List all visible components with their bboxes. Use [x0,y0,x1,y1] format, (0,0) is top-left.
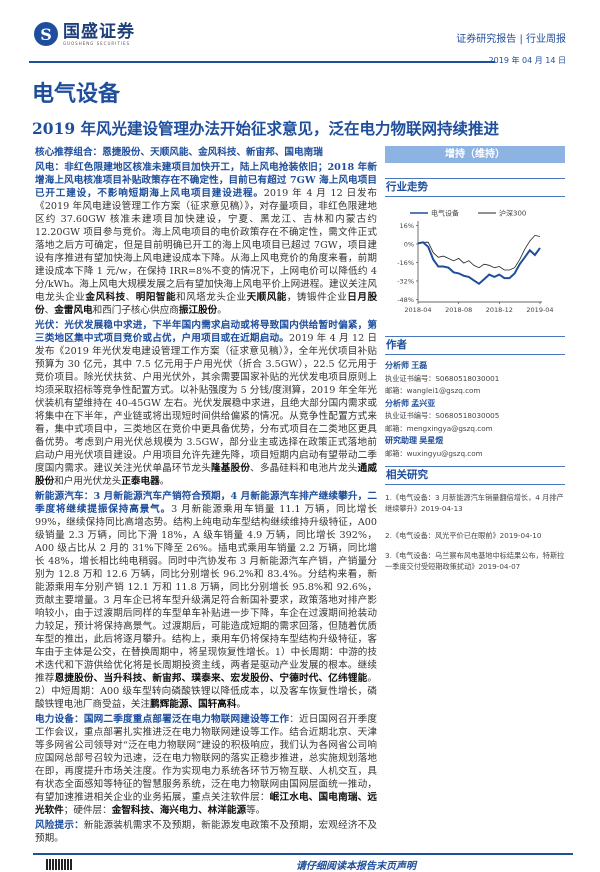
author-role: 分析师 [385,361,409,370]
highlighted-stock: 金智科技、海兴电力、林洋能源 [111,805,247,816]
footer-divider [33,853,573,855]
x-tick-label: 2018-08 [445,306,472,314]
paragraph-heading: 光伏：光伏发展稳中求进，下半年国内需求启动或将导致国内供给暂时偏紧，第三类地区集… [35,320,377,344]
paragraph-text: 2019 年 4 月 12 日发布《2019 年风电建设管理工作方案（征求意见稿… [35,188,377,303]
paragraph: 光伏：光伏发展稳中求进，下半年国内需求启动或将导致国内供给暂时偏紧，第三类地区集… [35,319,377,488]
legend-label-electrical-equipment: 电气设备 [431,209,459,218]
paragraph-text: ：近日国网召开季度工作会议，重点部署扎实推进泛在电力物联网建设等工作。结合近期北… [35,714,378,803]
trend-section-title: 行业走势 [385,178,565,197]
x-tick-label: 2019-04 [526,306,553,314]
series-line-csi300 [417,234,541,271]
paragraph-text: 2019 年 4 月 12 日发布《2019 年光伏发电建设管理工作方案（征求意… [35,333,378,474]
highlighted-stock: 恩捷股份、当升科技、新宙邦、璞泰来、宏发股份、宁德时代、亿纬锂能 [54,673,368,684]
author-cert: 执业证书编号：S0680518030001 [385,373,500,383]
author-name-row: 分析师 孟兴亚 [385,399,435,409]
logo-icon: S [34,22,58,46]
x-tick-label: 2018-12 [486,306,513,314]
paragraph-text: 。2）中短周期：A00 级车型转向磷酸铁锂以降低成本，以及客车恢复性增长，磷酸铁… [35,673,378,710]
paragraph-heading: 风电：非红色限建地区核准未建项目加快开工，陆上风电抢装依旧；2018 年新增海上… [35,162,377,199]
highlighted-stock: 日月股份 [35,292,378,316]
paragraph-text: 和风塔龙头企业 [176,292,247,303]
footer-disclaimer: 请仔细阅读本报告末页声明 [296,861,416,872]
paragraph-text: 等。 [246,805,266,816]
paragraph-text: 。 [217,305,227,316]
paragraph-heading: 风险提示： [35,820,84,831]
related-section-title: 相关研究 [385,466,565,485]
author-email[interactable]: 邮箱：wuxingyu@gszq.com [385,448,483,458]
page-footer: 请仔细阅读本报告末页声明 [33,853,573,872]
report-body: 核心推荐组合：恩捷股份、天顺风能、金风科技、新宙邦、国电南瑞风电：非红色限建地区… [35,146,377,847]
logo-text-en: GUOSHENG SECURITIES [63,40,131,46]
x-tick-label: 2018-04 [404,306,431,314]
y-tick-label: 0% [404,241,414,249]
highlighted-stock: 明阳智能 [135,292,177,303]
paragraph: 风险提示：新能源装机需求不及预期，新能源发电政策不及预期，宏观经济不及预期。 [35,819,377,845]
author-name: 王磊 [411,361,428,370]
legend-label-csi300: 沪深300 [499,209,526,218]
related-report-link[interactable]: 2.《电气设备：风光平价已在眼前》2019-04-10 [385,531,542,540]
related-report-link[interactable]: 3.《电气设备：乌兰察布风电基地中标结果公布，特斯拉一季度交付受短期政策扰动》2… [385,551,565,571]
paragraph: 风电：非红色限建地区核准未建项目加快开工，陆上风电抢装依旧；2018 年新增海上… [35,161,377,317]
logo-text: 国盛证券 [63,21,135,42]
paragraph-text: 。 [159,476,170,487]
paragraph-text: ，铸锻件企业 [286,292,348,303]
company-logo: S 国盛证券 GUOSHENG SECURITIES [34,22,135,46]
report-date: 2019 年 04 月 14 日 [488,56,566,65]
paragraph-text: 和西门子核心供应商 [92,305,179,316]
highlighted-stock: 天顺风能 [246,292,287,303]
highlighted-stock: 隆基股份 [210,463,251,474]
highlighted-stock: 鹏辉能源、国轩高科 [150,699,237,710]
author-cert: 执业证书编号：S0680518030005 [385,411,500,420]
report-headline: 2019 年风光建设管理办法开始征求意见，泛在电力物联网持续推进 [32,119,500,138]
author-name: 孟兴亚 [411,398,436,408]
paragraph-text: 。 [236,699,247,710]
y-tick-label: 16% [400,222,414,230]
industry-title: 电气设备 [32,81,121,107]
series-line-electrical-equipment [417,241,541,286]
author-email[interactable]: 邮箱：mengxingya@gszq.com [385,423,493,433]
paragraph-heading: 核心推荐组合：恩捷股份、天顺风能、金风科技、新宙邦、国电南瑞 [35,147,323,158]
author-role: 分析师 [385,398,409,408]
author-role: 研究助理 [385,436,417,445]
paragraph-text: 、 [44,305,55,316]
paragraph-heading: 电力设备：国网二季度重点部署泛在电力物联网建设等工作 [35,714,290,725]
paragraph-heading: 新能源汽车：3 月新能源汽车产销符合预期，4 月新能源汽车排产继续攀升，二季度将… [35,491,377,515]
paragraph-text: 和户用光伏龙头 [54,476,122,487]
author-name-row: 研究助理 吴星煜 [385,436,443,446]
paragraph: 电力设备：国网二季度重点部署泛在电力物联网建设等工作：近日国网召开季度工作会议，… [35,713,377,817]
highlighted-stock: 通威股份 [35,463,378,487]
author-name-row: 分析师 王磊 [385,361,427,371]
paragraph: 核心推荐组合：恩捷股份、天顺风能、金风科技、新宙邦、国电南瑞 [35,146,377,159]
report-type: 证券研究报告 | 行业周报 [456,34,566,45]
qr-code-icon [46,859,72,870]
paragraph-text: ；硬件层： [63,805,112,816]
y-tick-label: -16% [397,259,414,267]
paragraph-text: 新能源装机需求不及预期，新能源发电政策不及预期，宏观经济不及预期。 [35,820,378,844]
y-tick-label: -32% [397,277,414,285]
highlighted-stock: 金雷风电 [54,305,93,316]
related-report-link[interactable]: 1.《电气设备：3 月新能源汽车销量翻倍增长，4 月排产继续攀升》2019-04… [385,493,564,513]
authors-section-title: 作者 [385,336,565,355]
industry-trend-chart: 16% 0% -16% -32% -48% 2018-04 2018-08 2018-12 20… [397,209,553,315]
rating-badge: 增持（维持） [385,146,565,163]
header-divider [29,61,495,63]
highlighted-stock: 振江股份 [178,305,218,316]
paragraph-text: 、 [125,292,136,303]
paragraph-text: 、多晶硅料和电池片龙头 [250,463,358,474]
author-name: 吴星煜 [419,436,444,445]
highlighted-stock: 金风科技 [85,292,126,303]
y-tick-label: -48% [397,296,414,304]
highlighted-stock: 正泰电器 [121,476,160,487]
paragraph-text: 3 月新能源乘用车销量 11.1 万辆，同比增长 99%，继续保持同比高增态势。… [35,504,377,684]
author-email[interactable]: 邮箱：wanglei1@gszq.com [385,386,481,395]
paragraph: 新能源汽车：3 月新能源汽车产销符合预期，4 月新能源汽车排产继续攀升，二季度将… [35,490,377,711]
